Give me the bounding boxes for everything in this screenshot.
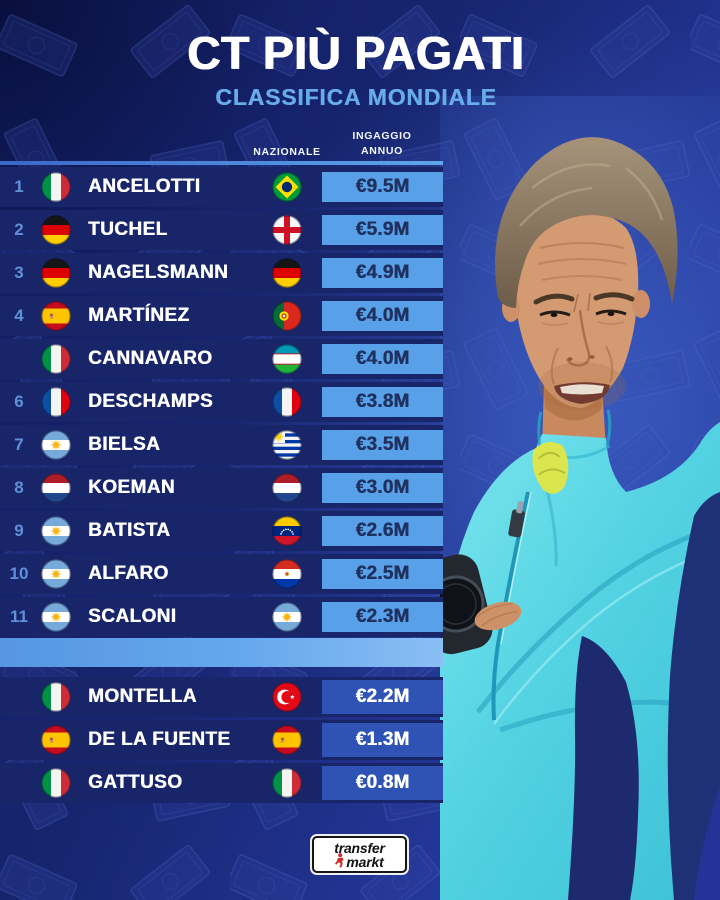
coach-nationality-flag-argentina xyxy=(41,559,71,589)
salary-value: €3.0M xyxy=(322,473,443,503)
coach-nationality-flag-argentina xyxy=(41,602,71,632)
salary-value: €2.6M xyxy=(322,516,443,546)
page-title: CT PIÙ PAGATI xyxy=(187,27,525,79)
table-row: CANNAVARO €4.0M xyxy=(0,339,443,379)
salary-value: €2.3M xyxy=(322,602,443,632)
coach-nationality-flag-netherlands xyxy=(41,473,71,503)
coach-nationality-flag-italy xyxy=(41,682,71,712)
table-row: 4 MARTÍNEZ €4.0M xyxy=(0,296,443,336)
coach-nationality-flag-argentina xyxy=(41,516,71,546)
coach-nationality-flag-italy xyxy=(41,344,71,374)
table-row: GATTUSO €0.8M xyxy=(0,763,443,803)
logo-text-transfer: transfer xyxy=(334,839,385,856)
coach-nationality-flag-argentina xyxy=(41,430,71,460)
salary-value: €2.5M xyxy=(322,559,443,589)
rank-label: 11 xyxy=(10,607,28,626)
team-flag-netherlands xyxy=(272,473,302,503)
smartwatch xyxy=(440,554,493,655)
table-row: 8 KOEMAN €3.0M xyxy=(0,468,443,508)
team-flag-spain xyxy=(272,725,302,755)
coach-name: DESCHAMPS xyxy=(88,391,214,412)
salary-value: €5.9M xyxy=(322,215,443,245)
salary-value: €2.2M xyxy=(322,680,443,714)
ranking-table-bottom: MONTELLA €2.2M DE LA FUENTE €1.3M GATTUSO €0.… xyxy=(0,677,443,806)
rank-label: 9 xyxy=(14,521,24,540)
team-flag-argentina xyxy=(272,602,302,632)
logo-text-markt: markt xyxy=(346,853,384,870)
team-flag-venezuela xyxy=(272,516,302,546)
team-flag-paraguay xyxy=(272,559,302,589)
table-row: 6 DESCHAMPS €3.8M xyxy=(0,382,443,422)
coach-name: ALFARO xyxy=(88,563,169,584)
table-row: 10 ALFARO €2.5M xyxy=(0,554,443,594)
salary-value: €0.8M xyxy=(322,766,443,800)
coach-photo xyxy=(440,96,720,900)
coach-name: CANNAVARO xyxy=(88,348,213,369)
team-flag-germany xyxy=(272,258,302,288)
table-row: 11 SCALONI €2.3M xyxy=(0,597,443,637)
salary-value: €1.3M xyxy=(322,723,443,757)
rank-label: 6 xyxy=(14,392,24,411)
table-separator-band xyxy=(0,638,443,667)
table-row: 1 ANCELOTTI €9.5M xyxy=(0,167,443,207)
rank-label: 2 xyxy=(14,220,24,239)
rank-label: 8 xyxy=(14,478,24,497)
coach-name: NAGELSMANN xyxy=(88,262,229,283)
rank-label: 4 xyxy=(14,306,24,325)
coach-name: TUCHEL xyxy=(88,219,168,240)
team-flag-uruguay xyxy=(272,430,302,460)
salary-value: €4.9M xyxy=(322,258,443,288)
column-header-nazionale: NAZIONALE xyxy=(253,146,321,158)
column-header-ingaggio-line2: ANNUO xyxy=(361,145,403,157)
team-flag-uzbekistan xyxy=(272,344,302,374)
table-row: 9 BATISTA €2.6M xyxy=(0,511,443,551)
coach-nationality-flag-germany xyxy=(41,215,71,245)
team-flag-brazil xyxy=(272,172,302,202)
coach-nationality-flag-germany xyxy=(41,258,71,288)
transfermarkt-logo: transfer markt xyxy=(312,836,407,873)
table-row: DE LA FUENTE €1.3M xyxy=(0,720,443,760)
coach-name: BIELSA xyxy=(88,434,161,455)
coach-name: MONTELLA xyxy=(88,686,197,707)
salary-value: €3.8M xyxy=(322,387,443,417)
table-row: MONTELLA €2.2M xyxy=(0,677,443,717)
salary-value: €9.5M xyxy=(322,172,443,202)
rank-label: 3 xyxy=(14,263,24,282)
coach-name: DE LA FUENTE xyxy=(88,729,231,750)
salary-value: €3.5M xyxy=(322,430,443,460)
coach-name: GATTUSO xyxy=(88,772,183,793)
coach-name: SCALONI xyxy=(88,606,177,627)
table-row: 3 NAGELSMANN €4.9M xyxy=(0,253,443,293)
salary-value: €4.0M xyxy=(322,301,443,331)
coach-nationality-flag-italy xyxy=(41,768,71,798)
table-row: 7 BIELSA €3.5M xyxy=(0,425,443,465)
rank-label: 10 xyxy=(9,564,29,583)
team-flag-italy xyxy=(272,768,302,798)
coach-name: ANCELOTTI xyxy=(88,176,201,197)
team-flag-portugal xyxy=(272,301,302,331)
column-header-ingaggio-annuo: INGAGGIO ANNUO xyxy=(332,129,432,159)
ranking-table-top: 1 ANCELOTTI €9.5M 2 TUCHEL €5.9M 3 NAGELSMANN €4… xyxy=(0,167,443,640)
coach-nationality-flag-france xyxy=(41,387,71,417)
logo-player-icon xyxy=(335,853,345,868)
team-flag-france xyxy=(272,387,302,417)
coach-nationality-flag-italy xyxy=(41,172,71,202)
rank-label: 1 xyxy=(14,177,24,196)
salary-value: €4.0M xyxy=(322,344,443,374)
coach-nationality-flag-spain xyxy=(41,725,71,755)
page-subtitle: CLASSIFICA MONDIALE xyxy=(215,84,497,110)
team-flag-england xyxy=(272,215,302,245)
coach-name: BATISTA xyxy=(88,520,171,541)
coach-name: MARTÍNEZ xyxy=(88,305,190,326)
coach-name: KOEMAN xyxy=(88,477,175,498)
rank-label: 7 xyxy=(14,435,24,454)
table-top-rule xyxy=(0,161,443,165)
coach-nationality-flag-spain xyxy=(41,301,71,331)
team-flag-turkey xyxy=(272,682,302,712)
column-header-ingaggio-line1: INGAGGIO xyxy=(352,130,412,142)
table-row: 2 TUCHEL €5.9M xyxy=(0,210,443,250)
